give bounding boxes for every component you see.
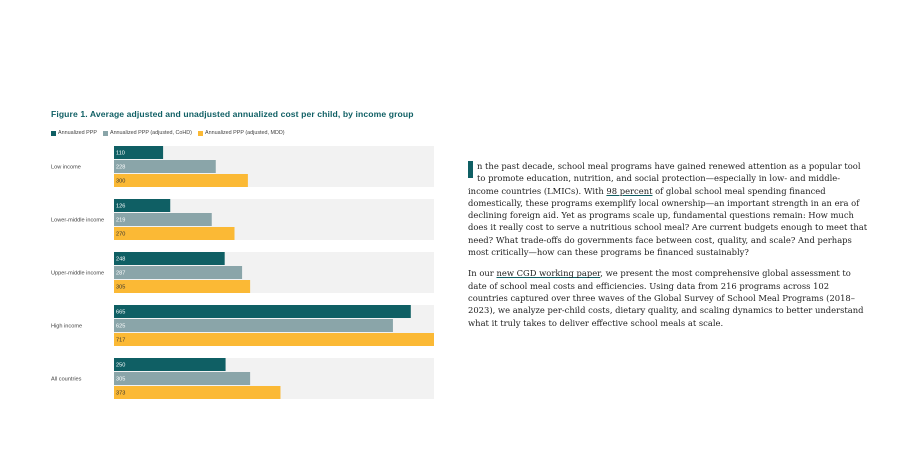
category-label-lower-middle-income: Lower-middle income xyxy=(51,218,104,224)
legend-swatch-adjusted-mdd xyxy=(197,130,203,136)
category-label-low-income: Low income xyxy=(51,165,81,171)
article-body: n the past decade, school meal programs … xyxy=(468,160,868,338)
bar-upper-middle-income-annualized-ppp-adjusted-mdd xyxy=(114,280,251,293)
chart-title: Figure 1. Average adjusted and unadjuste… xyxy=(51,109,414,119)
data-label-all-countries-annualized-ppp-adjusted-mdd: 373 xyxy=(116,391,125,397)
category-label-all-countries: All countries xyxy=(51,377,82,383)
link-cgd-working-paper[interactable]: new CGD working paper xyxy=(496,268,601,279)
article-paragraph-2: In our new CGD working paper, we present… xyxy=(468,267,868,328)
data-label-upper-middle-income-annualized-ppp-adjusted-mdd: 305 xyxy=(116,285,125,291)
legend-label-adjusted-cohd: Annualized PPP (adjusted, CoHD) xyxy=(109,130,192,136)
data-label-lower-middle-income-annualized-ppp-adjusted-cohd: 219 xyxy=(116,218,125,224)
chart-legend: Annualized PPP Annualized PPP (adjusted,… xyxy=(51,130,291,136)
paragraph-2-text: In our xyxy=(468,268,497,279)
data-label-low-income-annualized-ppp-adjusted-mdd: 300 xyxy=(116,179,125,185)
legend-item-adjusted-mdd: Annualized PPP (adjusted, MDD) xyxy=(197,130,285,136)
data-label-upper-middle-income-annualized-ppp-adjusted-cohd: 287 xyxy=(116,271,125,277)
bar-high-income-annualized-ppp xyxy=(114,305,411,318)
bar-lower-middle-income-annualized-ppp-adjusted-mdd xyxy=(114,227,235,240)
paragraph-1-text-cont: of global school meal spending financed … xyxy=(468,185,868,258)
bar-upper-middle-income-annualized-ppp xyxy=(114,252,225,265)
article-paragraph-1: n the past decade, school meal programs … xyxy=(468,160,868,258)
bar-low-income-annualized-ppp-adjusted-cohd xyxy=(114,160,216,173)
link-98-percent[interactable]: 98 percent xyxy=(606,185,653,196)
legend-item-adjusted-cohd: Annualized PPP (adjusted, CoHD) xyxy=(102,130,192,136)
bar-all-countries-annualized-ppp-adjusted-mdd xyxy=(114,386,281,399)
bar-high-income-annualized-ppp-adjusted-mdd xyxy=(114,333,434,346)
data-label-all-countries-annualized-ppp: 250 xyxy=(116,363,125,369)
legend-item-annualized-ppp: Annualized PPP xyxy=(51,130,97,136)
bar-low-income-annualized-ppp xyxy=(114,146,164,159)
category-label-upper-middle-income: Upper-middle income xyxy=(51,271,104,277)
paragraph-2-text-cont: , we present the most comprehensive glob… xyxy=(468,268,864,328)
data-label-low-income-annualized-ppp-adjusted-cohd: 228 xyxy=(116,165,125,171)
bar-lower-middle-income-annualized-ppp-adjusted-cohd xyxy=(114,213,212,226)
legend-swatch-annualized-ppp xyxy=(51,130,56,136)
category-label-high-income: High income xyxy=(51,324,82,330)
data-label-all-countries-annualized-ppp-adjusted-cohd: 305 xyxy=(116,377,125,383)
data-label-lower-middle-income-annualized-ppp-adjusted-mdd: 270 xyxy=(116,232,125,238)
bar-all-countries-annualized-ppp-adjusted-cohd xyxy=(114,372,251,385)
data-label-high-income-annualized-ppp-adjusted-mdd: 717 xyxy=(116,338,125,344)
data-label-lower-middle-income-annualized-ppp: 126 xyxy=(116,204,125,210)
bar-low-income-annualized-ppp-adjusted-mdd xyxy=(114,174,248,187)
bar-upper-middle-income-annualized-ppp-adjusted-cohd xyxy=(114,266,243,279)
legend-swatch-adjusted-cohd xyxy=(102,130,108,136)
drop-cap-bar xyxy=(468,161,473,178)
bar-high-income-annualized-ppp-adjusted-cohd xyxy=(114,319,393,332)
bar-all-countries-annualized-ppp xyxy=(114,358,226,371)
data-label-low-income-annualized-ppp: 110 xyxy=(116,151,125,157)
data-label-high-income-annualized-ppp: 665 xyxy=(116,310,125,316)
data-label-upper-middle-income-annualized-ppp: 248 xyxy=(116,257,125,263)
data-label-high-income-annualized-ppp-adjusted-cohd: 625 xyxy=(116,324,125,330)
paragraph-1-text: n the past decade, school meal programs … xyxy=(468,161,861,196)
legend-label-annualized-ppp: Annualized PPP xyxy=(58,130,97,136)
bar-lower-middle-income-annualized-ppp xyxy=(114,199,171,212)
legend-label-adjusted-mdd: Annualized PPP (adjusted, MDD) xyxy=(204,130,285,136)
